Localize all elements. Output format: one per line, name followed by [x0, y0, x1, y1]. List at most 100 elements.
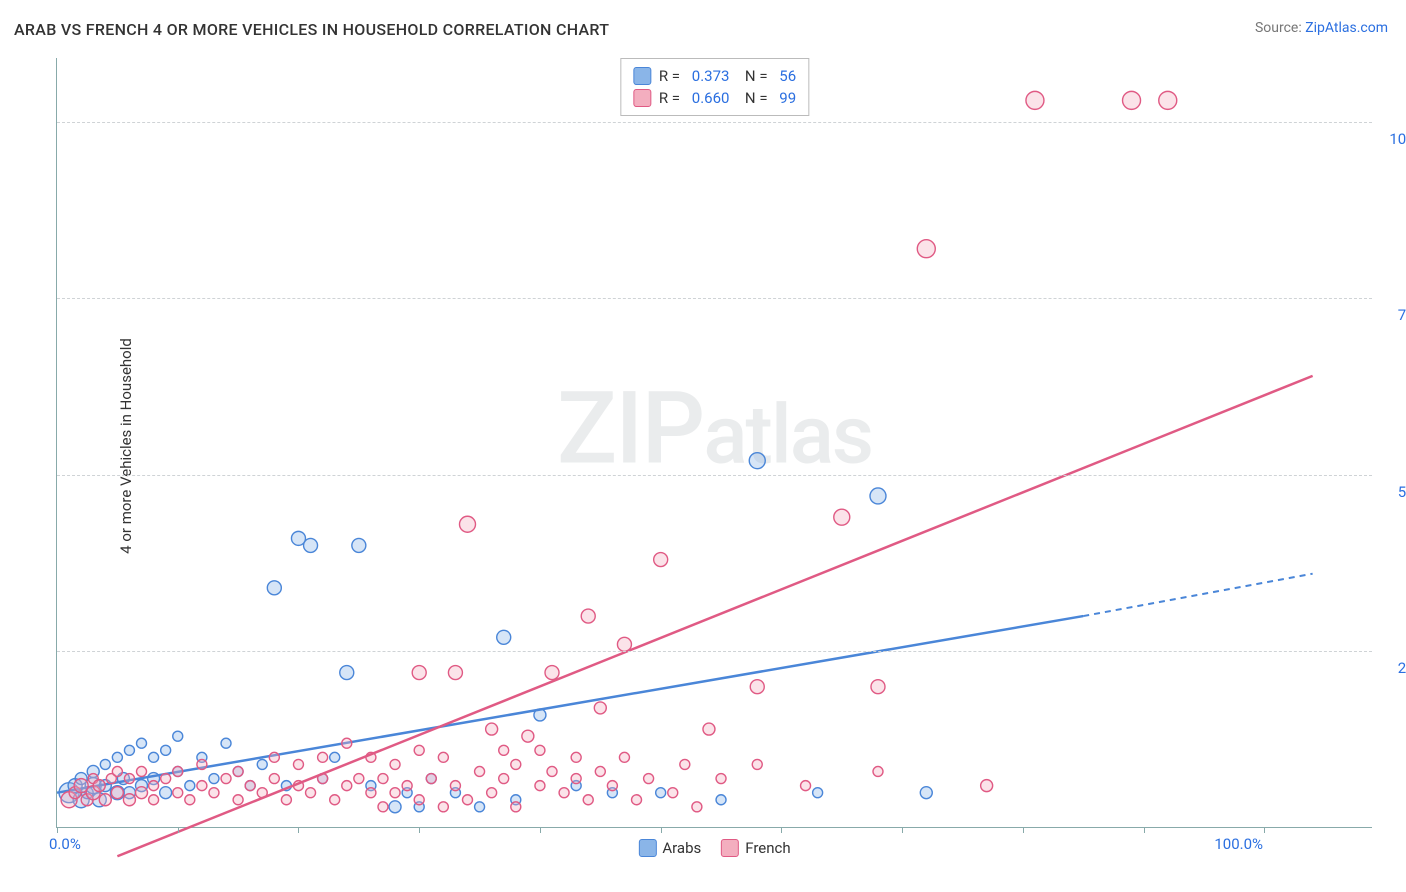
x-tick	[540, 827, 541, 833]
scatter-point	[801, 781, 811, 791]
legend-swatch	[633, 67, 651, 85]
scatter-point	[221, 738, 231, 748]
scatter-point	[197, 759, 207, 769]
scatter-point	[535, 781, 545, 791]
scatter-point	[716, 795, 726, 805]
scatter-point	[269, 752, 279, 762]
scatter-point	[917, 240, 935, 258]
scatter-point	[390, 788, 400, 798]
scatter-point	[834, 509, 850, 525]
source-link[interactable]: ZipAtlas.com	[1305, 20, 1388, 36]
scatter-point	[450, 781, 460, 791]
scatter-point	[619, 752, 629, 762]
scatter-point	[607, 781, 617, 791]
y-tick-label: 50.0%	[1378, 483, 1406, 501]
scatter-point	[448, 666, 462, 680]
legend-swatch	[638, 839, 656, 857]
scatter-point	[1123, 91, 1141, 109]
plot-area: ZIPatlas R = 0.373 N = 56 R = 0.660 N = …	[56, 58, 1372, 828]
scatter-point	[221, 774, 231, 784]
source-attribution: Source: ZipAtlas.com	[1255, 20, 1388, 36]
scatter-point	[487, 788, 497, 798]
legend-n-value: 56	[779, 67, 796, 85]
scatter-point	[656, 788, 666, 798]
scatter-point	[402, 781, 412, 791]
scatter-point	[123, 794, 135, 806]
scatter-point	[342, 738, 352, 748]
scatter-point	[511, 759, 521, 769]
scatter-point	[1159, 91, 1177, 109]
scatter-point	[594, 702, 606, 714]
x-tick	[1264, 827, 1265, 833]
scatter-point	[545, 666, 559, 680]
scatter-point	[870, 488, 886, 504]
scatter-point	[112, 752, 122, 762]
scatter-point	[752, 759, 762, 769]
scatter-point	[185, 781, 195, 791]
legend-n-label: N =	[737, 89, 771, 107]
scatter-point	[185, 795, 195, 805]
scatter-point	[93, 780, 105, 792]
y-gridline	[57, 651, 1372, 652]
x-tick	[1023, 827, 1024, 833]
scatter-point	[149, 752, 159, 762]
scatter-point	[209, 774, 219, 784]
x-tick	[781, 827, 782, 833]
scatter-point	[306, 788, 316, 798]
scatter-point	[750, 680, 764, 694]
scatter-point	[462, 795, 472, 805]
scatter-point	[267, 581, 281, 595]
scatter-point	[173, 731, 183, 741]
scatter-point	[571, 774, 581, 784]
scatter-point	[583, 795, 593, 805]
scatter-point	[499, 745, 509, 755]
scatter-point	[497, 630, 511, 644]
scatter-point	[426, 774, 436, 784]
scatter-point	[111, 787, 123, 799]
scatter-point	[340, 666, 354, 680]
scatter-point	[644, 774, 654, 784]
legend-n-label: N =	[737, 67, 771, 85]
scatter-point	[459, 516, 475, 532]
scatter-point	[330, 752, 340, 762]
scatter-point	[245, 781, 255, 791]
scatter-point	[124, 745, 134, 755]
scatter-point	[438, 752, 448, 762]
scatter-point	[692, 802, 702, 812]
legend-r-value: 0.660	[692, 89, 730, 107]
scatter-point	[571, 752, 581, 762]
legend-series-label: French	[745, 839, 790, 857]
x-tick-label: 100.0%	[1214, 835, 1263, 853]
scatter-point	[535, 745, 545, 755]
scatter-point	[716, 774, 726, 784]
y-tick-label: 25.0%	[1378, 659, 1406, 677]
scatter-point	[871, 680, 885, 694]
scatter-point	[173, 766, 183, 776]
scatter-point	[161, 774, 171, 784]
scatter-point	[149, 795, 159, 805]
scatter-point	[137, 738, 147, 748]
x-tick	[57, 827, 58, 833]
scatter-point	[389, 801, 401, 813]
scatter-point	[354, 774, 364, 784]
legend-n-value: 99	[779, 89, 796, 107]
scatter-point	[414, 795, 424, 805]
chart-title: ARAB VS FRENCH 4 OR MORE VEHICLES IN HOU…	[14, 20, 609, 39]
scatter-point	[233, 766, 243, 776]
scatter-point	[632, 795, 642, 805]
scatter-point	[475, 766, 485, 776]
scatter-point	[161, 745, 171, 755]
scatter-point	[813, 788, 823, 798]
scatter-point	[581, 609, 595, 623]
scatter-point	[136, 787, 148, 799]
scatter-point	[511, 802, 521, 812]
scatter-point	[378, 802, 388, 812]
scatter-svg	[57, 58, 1372, 827]
scatter-point	[281, 795, 291, 805]
scatter-point	[486, 723, 498, 735]
scatter-point	[330, 795, 340, 805]
scatter-point	[99, 794, 111, 806]
scatter-point	[595, 766, 605, 776]
x-tick	[902, 827, 903, 833]
scatter-point	[390, 759, 400, 769]
